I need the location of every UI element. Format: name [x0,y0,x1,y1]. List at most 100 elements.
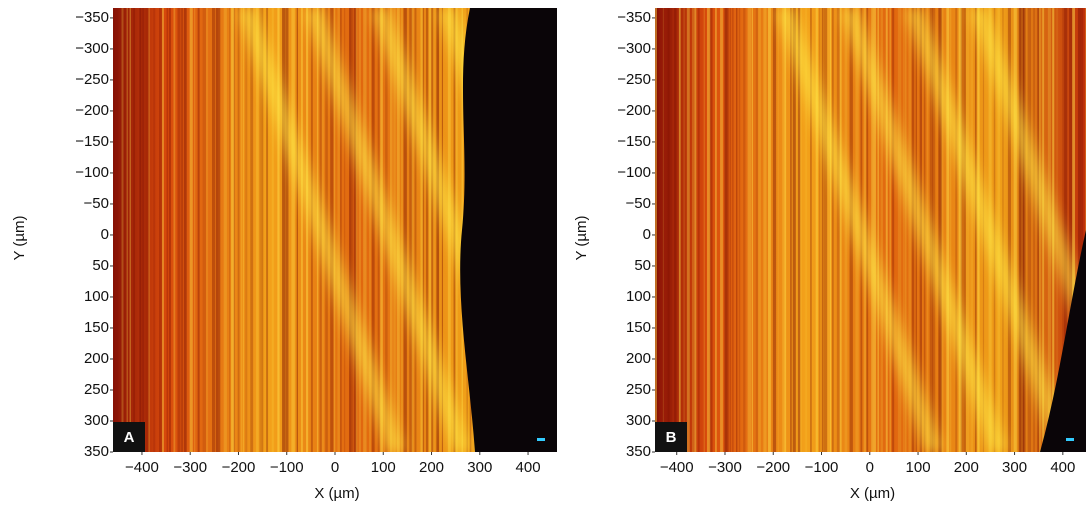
x-tick-label: −100 [270,459,304,476]
stripe [755,8,758,452]
stripe [763,8,767,452]
y-tick-label: 200 [84,350,109,367]
y-tick-label: −200 [617,102,651,119]
stripe [245,8,248,452]
y-tick-label: 50 [634,257,651,274]
y-axis-label: Y (µm) [573,215,590,260]
stripe [414,8,417,452]
stripe [183,8,187,452]
stripe [698,8,700,452]
y-tick-label: 300 [626,412,651,429]
stripe [790,8,792,452]
stripe [815,8,818,452]
y-tick-label: 350 [626,443,651,460]
y-tick-label: 300 [84,412,109,429]
stripe [240,8,243,452]
stripe [161,8,164,452]
stripe [665,8,670,452]
stripe [371,8,375,452]
stripe [400,8,403,452]
x-tick-label: −200 [756,459,790,476]
stripe [1064,8,1068,452]
x-tick-label: 100 [906,459,931,476]
stripe [177,8,181,452]
stripe [836,8,841,452]
panel-label-box [655,422,687,452]
stripe [259,8,263,452]
stripe [782,8,786,452]
y-tick-label: 0 [643,226,651,243]
stripe [306,8,309,452]
stripe [139,8,142,452]
stripe [974,8,977,452]
stripe [256,8,259,452]
stripe [242,8,245,452]
stripe [1037,8,1040,452]
stripe [889,8,892,452]
stripe [667,8,671,452]
stripe [215,8,219,452]
scale-bar [1066,438,1074,441]
x-tick-label: −100 [805,459,839,476]
stripe [261,8,264,452]
band [237,8,405,452]
stripe [353,8,357,452]
stripe [905,8,907,452]
stripe [938,8,942,452]
y-tick-label: 150 [626,319,651,336]
x-tick-label: 400 [516,459,541,476]
stripe [403,8,407,452]
stripe [1072,8,1076,452]
stripe [202,8,206,452]
stripe [1042,8,1045,452]
stripe [819,8,821,452]
band [775,8,943,452]
stripe [932,8,936,452]
stripe [409,8,413,452]
stripe [997,8,1000,452]
y-tick-label: −100 [617,164,651,181]
stripe [885,8,888,452]
y-tick-label: 250 [84,381,109,398]
stripe [158,8,163,452]
stripe [657,8,659,452]
stripe [911,8,915,452]
stripe [720,8,723,452]
stripe [784,8,787,452]
stripe [333,8,336,452]
y-axis-label: Y (µm) [11,215,28,260]
y-tick-label: −250 [617,71,651,88]
x-tick-label: 200 [954,459,979,476]
stripe [351,8,354,452]
stripe [1033,8,1035,452]
stripe [880,8,883,452]
stripe [344,8,346,452]
stripe [960,8,963,452]
stripe [142,8,145,452]
x-tick-label: 300 [467,459,492,476]
stripe [655,8,657,452]
stripe [777,8,779,452]
stripe [877,8,879,452]
stripe [686,8,690,452]
stripe [211,8,216,452]
stripe [126,8,128,452]
stripe [285,8,289,452]
stripe [218,8,221,452]
band [840,8,1008,452]
stripe [810,8,812,452]
stripe [958,8,962,452]
stripe [772,8,777,452]
stripe [237,8,240,452]
stripe [420,8,424,452]
y-tick-label: 200 [626,350,651,367]
stripe [1062,8,1066,452]
stripe [674,8,677,452]
x-tick-label: 0 [866,459,874,476]
x-tick-label: −400 [125,459,159,476]
stripe [145,8,149,452]
stripe [441,8,443,452]
x-tick-label: −300 [708,459,742,476]
stripe [1007,8,1011,452]
